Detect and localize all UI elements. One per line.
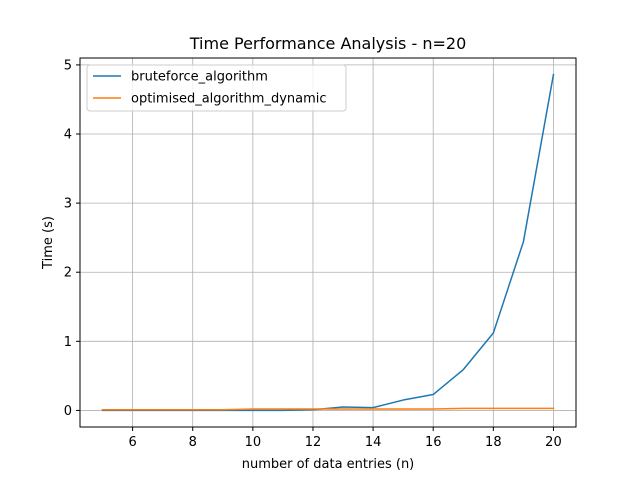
x-axis-ticks: 6 8 10 12 14 16 18 20 bbox=[128, 427, 562, 450]
y-tick-label: 4 bbox=[64, 128, 72, 143]
x-tick-label: 12 bbox=[305, 435, 322, 450]
x-tick-label: 20 bbox=[545, 435, 562, 450]
x-tick-label: 10 bbox=[245, 435, 262, 450]
chart-title: Time Performance Analysis - n=20 bbox=[189, 34, 467, 53]
legend-label-optimised: optimised_algorithm_dynamic bbox=[131, 92, 327, 107]
legend-box bbox=[86, 64, 347, 112]
y-axis-label: Time (s) bbox=[41, 216, 56, 270]
x-tick-label: 16 bbox=[425, 435, 442, 450]
y-tick-label: 2 bbox=[64, 266, 72, 281]
series-line-1 bbox=[101, 407, 555, 411]
x-tick-label: 6 bbox=[128, 435, 136, 450]
plot-area bbox=[80, 58, 576, 427]
y-tick-label: 3 bbox=[64, 197, 72, 212]
legend: bruteforce_algorithm optimised_algorithm… bbox=[86, 64, 347, 112]
y-tick-label: 0 bbox=[64, 404, 72, 419]
x-tick-label: 18 bbox=[485, 435, 502, 450]
plot-frame bbox=[79, 57, 577, 428]
legend-label-bruteforce: bruteforce_algorithm bbox=[131, 70, 268, 85]
x-axis-label: number of data entries (n) bbox=[242, 457, 415, 472]
x-tick-label: 14 bbox=[365, 435, 382, 450]
y-axis-ticks: 0 1 2 3 4 5 bbox=[64, 58, 80, 419]
y-tick-label: 1 bbox=[64, 335, 72, 350]
x-tick-label: 8 bbox=[189, 435, 197, 450]
y-tick-label: 5 bbox=[64, 58, 72, 73]
series-lines bbox=[101, 73, 555, 412]
